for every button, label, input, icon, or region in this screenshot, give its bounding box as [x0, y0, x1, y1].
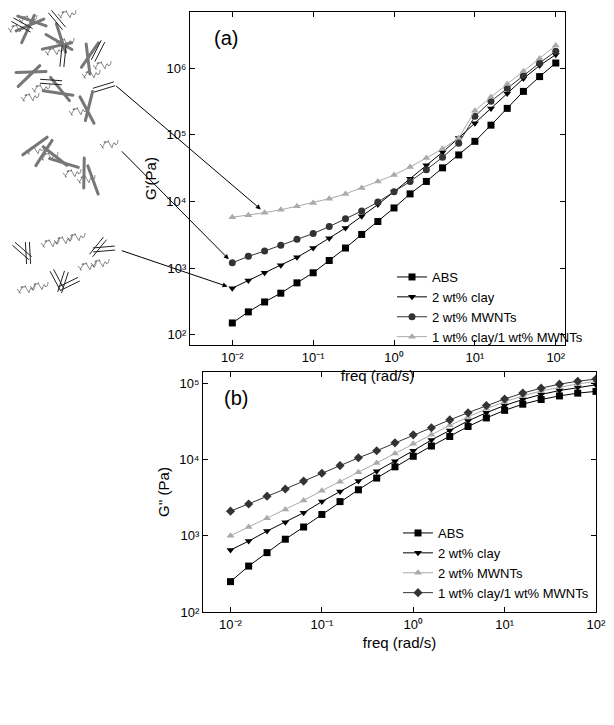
svg-text:10²: 10²: [168, 327, 187, 342]
svg-text:G'(Pa): G'(Pa): [142, 157, 159, 200]
svg-text:10¹: 10¹: [495, 617, 514, 632]
svg-text:2 wt% clay: 2 wt% clay: [438, 546, 501, 561]
svg-text:10⁴: 10⁴: [179, 452, 199, 467]
svg-text:10²: 10²: [181, 605, 200, 620]
svg-text:freq (rad/s): freq (rad/s): [363, 634, 436, 651]
svg-text:(a): (a): [214, 27, 238, 49]
svg-text:1 wt% clay/1 wt% MWNTs: 1 wt% clay/1 wt% MWNTs: [432, 330, 583, 345]
svg-text:10⁴: 10⁴: [166, 194, 186, 209]
svg-text:10⁻¹: 10⁻¹: [302, 350, 325, 365]
svg-text:2 wt% MWNTs: 2 wt% MWNTs: [438, 566, 523, 581]
svg-text:G'' (Pa): G'' (Pa): [155, 467, 172, 517]
svg-text:2 wt% MWNTs: 2 wt% MWNTs: [432, 310, 517, 325]
svg-text:ABS: ABS: [432, 270, 458, 285]
svg-text:1 wt% clay/1 wt% MWNTs: 1 wt% clay/1 wt% MWNTs: [438, 586, 589, 601]
svg-text:freq (rad/s): freq (rad/s): [341, 367, 414, 384]
svg-text:10⁰: 10⁰: [404, 617, 423, 632]
svg-text:(b): (b): [224, 387, 248, 409]
svg-text:10⁵: 10⁵: [167, 127, 187, 142]
svg-text:10⁻²: 10⁻²: [219, 617, 242, 632]
svg-text:10³: 10³: [168, 261, 187, 276]
svg-text:10⁰: 10⁰: [384, 350, 403, 365]
svg-text:10²: 10²: [587, 617, 606, 632]
svg-text:10⁶: 10⁶: [167, 61, 187, 76]
svg-text:10³: 10³: [181, 528, 200, 543]
svg-text:10⁵: 10⁵: [180, 376, 200, 391]
svg-text:10⁻²: 10⁻²: [221, 350, 244, 365]
svg-text:ABS: ABS: [438, 526, 464, 541]
svg-text:10²: 10²: [546, 350, 565, 365]
svg-text:2 wt% clay: 2 wt% clay: [432, 290, 495, 305]
svg-text:10¹: 10¹: [466, 350, 485, 365]
svg-text:10⁻¹: 10⁻¹: [310, 617, 333, 632]
